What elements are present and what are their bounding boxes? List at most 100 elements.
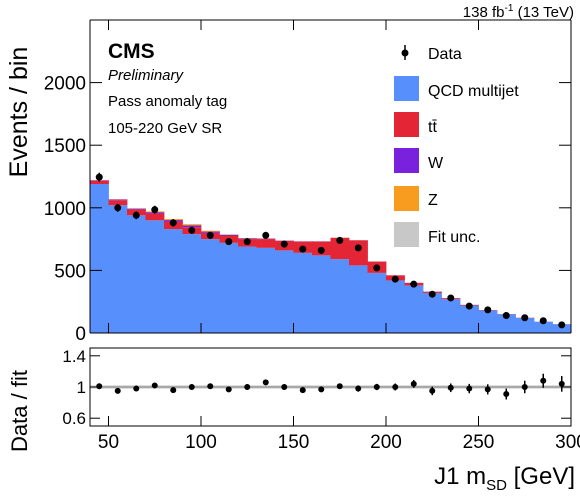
ratio-point-2: [133, 386, 139, 392]
bar-qcd-19: [442, 299, 461, 333]
bar-z-2: [127, 208, 146, 209]
x-tick-label-3: 200: [370, 432, 402, 453]
data-point-8: [244, 238, 251, 245]
ratio-point-24: [540, 378, 546, 384]
main-y-tick-label-2: 1000: [44, 199, 86, 220]
bar-qcd-10: [275, 250, 294, 333]
region-label: 105-220 GeV SR: [108, 120, 222, 137]
ratio-point-6: [207, 383, 213, 389]
bar-qcd-0: [90, 184, 109, 333]
data-point-1: [114, 204, 121, 211]
ratio-point-4: [170, 387, 176, 393]
ratio-point-8: [244, 384, 250, 390]
bar-qcd-11: [294, 253, 313, 333]
ratio-point-25: [559, 381, 565, 387]
ratio-panel: 0.6 1 1.4 50 100 150 200 250 300: [62, 347, 580, 453]
data-point-10: [281, 241, 288, 248]
data-point-17: [410, 281, 417, 288]
ratio-point-18: [429, 388, 435, 394]
ratio-point-14: [355, 386, 361, 392]
bar-qcd-1: [109, 205, 128, 333]
ratio-point-15: [374, 384, 380, 390]
y-axis-title: Events / bin: [5, 47, 33, 178]
ratio-point-12: [318, 386, 324, 392]
x-tick-label-4: 250: [463, 432, 495, 453]
legend-w-swatch: [394, 148, 419, 173]
bar-qcd-17: [405, 285, 424, 333]
legend-unc-swatch: [394, 222, 419, 247]
category-label: Pass anomaly tag: [108, 93, 227, 110]
data-point-25: [558, 321, 565, 328]
ratio-point-1: [115, 388, 121, 394]
data-point-24: [540, 317, 547, 324]
bar-qcd-8: [238, 247, 257, 333]
lumi-label: 138 fb-1 (13 TeV): [463, 3, 574, 21]
data-point-4: [170, 219, 177, 226]
ratio-y-tick-label-1: 1: [77, 378, 86, 397]
data-point-22: [503, 312, 510, 319]
data-point-2: [133, 212, 140, 219]
bar-qcd-15: [368, 273, 387, 333]
main-y-tick-label-0: 0: [75, 324, 86, 345]
bar-qcd-3: [146, 220, 165, 333]
x-tick-label-5: 300: [555, 432, 580, 453]
legend-z-label: Z: [428, 192, 438, 209]
x-tick-label-0: 50: [98, 432, 119, 453]
legend-qcd-swatch: [394, 76, 419, 101]
data-point-23: [521, 314, 528, 321]
data-point-21: [484, 306, 491, 313]
data-point-16: [392, 276, 399, 283]
legend-data-marker: [402, 45, 409, 60]
preliminary-label: Preliminary: [108, 67, 185, 84]
ratio-point-0: [96, 383, 102, 389]
data-point-5: [188, 227, 195, 234]
data-point-15: [373, 264, 380, 271]
legend: Data QCD multijet tt̄ W Z Fit unc.: [394, 45, 519, 247]
legend-z-swatch: [394, 186, 419, 211]
ratio-point-11: [300, 387, 306, 393]
stacked-histogram: [90, 180, 571, 333]
ratio-point-10: [281, 384, 287, 390]
ratio-point-17: [411, 381, 417, 387]
data-point-0: [96, 174, 103, 181]
ratio-point-23: [522, 384, 528, 390]
bar-qcd-21: [479, 310, 498, 333]
cms-label: CMS: [108, 40, 155, 63]
x-tick-label-1: 100: [185, 432, 217, 453]
legend-w-label: W: [428, 155, 444, 172]
data-point-18: [429, 291, 436, 298]
ratio-point-21: [485, 386, 491, 392]
ratio-y-tick-label-2: 1.4: [62, 347, 86, 366]
bar-ttbar-3: [146, 213, 165, 220]
ratio-point-7: [226, 386, 232, 392]
bar-qcd-18: [423, 293, 442, 333]
legend-data-label: Data: [428, 46, 462, 63]
main-y-tick-label-3: 1500: [44, 136, 86, 157]
data-point-14: [355, 244, 362, 251]
main-y-tick-label-1: 500: [54, 261, 86, 282]
ratio-point-22: [503, 391, 509, 397]
bar-qcd-4: [164, 229, 183, 333]
ratio-point-13: [337, 383, 343, 389]
ratio-y-axis-title: Data / fit: [7, 370, 32, 452]
bar-qcd-6: [201, 239, 220, 333]
data-point-13: [336, 237, 343, 244]
bar-w-2: [127, 209, 146, 210]
x-tick-label-2: 150: [278, 432, 310, 453]
data-point-20: [466, 303, 473, 310]
ratio-point-20: [466, 386, 472, 392]
legend-ttbar-swatch: [394, 112, 419, 137]
bar-z-7: [220, 234, 239, 235]
ratio-y-tick-label-0: 0.6: [62, 409, 86, 428]
bar-z-6: [201, 231, 220, 232]
data-point-19: [447, 294, 454, 301]
bar-qcd-2: [127, 215, 146, 333]
bar-w-1: [109, 200, 128, 201]
bar-ttbar-14: [349, 240, 368, 265]
bar-z-5: [183, 224, 202, 225]
bar-ttbar-9: [257, 239, 276, 248]
ratio-point-5: [189, 384, 195, 390]
bar-qcd-12: [312, 255, 331, 333]
